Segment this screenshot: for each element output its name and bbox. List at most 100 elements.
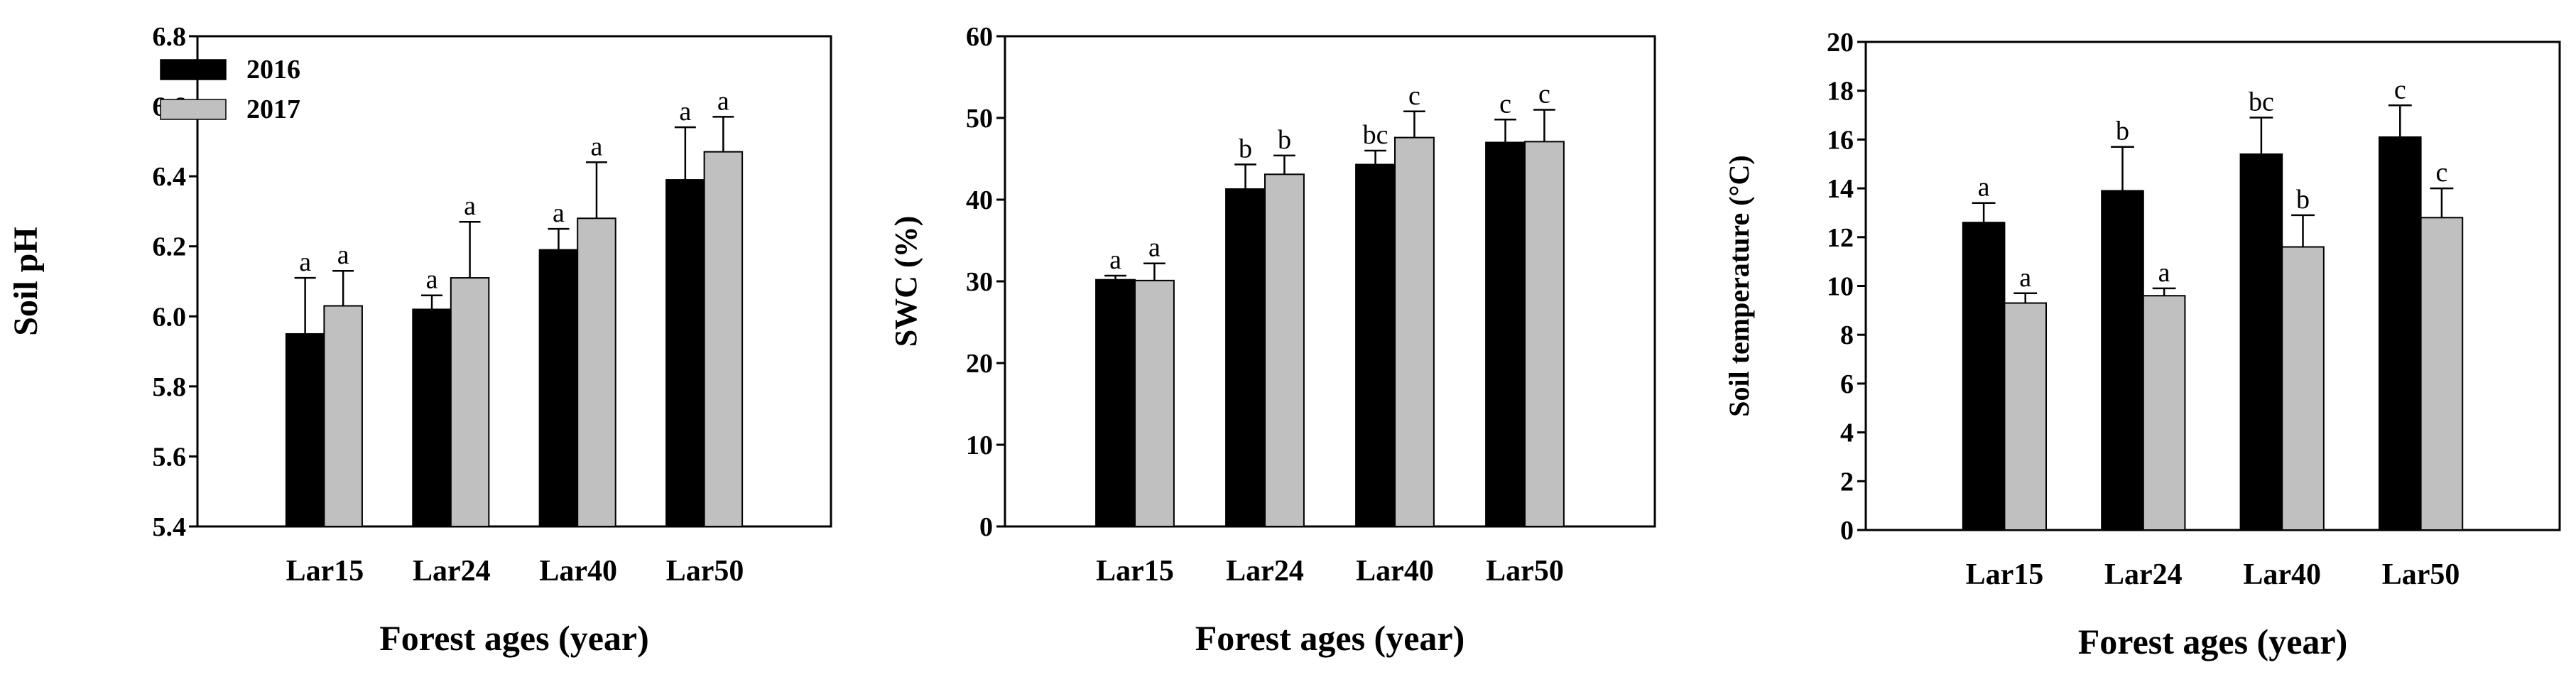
y-tick-label: 10 xyxy=(1827,272,1854,302)
y-tick-label: 8 xyxy=(1840,320,1854,350)
significance-label: bc xyxy=(1363,120,1388,150)
y-tick-label: 18 xyxy=(1827,77,1854,107)
y-tick-label: 0 xyxy=(1840,516,1854,546)
bar-2016-Lar50 xyxy=(665,179,705,527)
x-tick-label: Lar15 xyxy=(1096,555,1174,588)
significance-label: c xyxy=(2435,158,2447,188)
y-tick-label: 0 xyxy=(979,512,993,542)
significance-label: c xyxy=(1408,81,1420,111)
bar-2017-Lar24 xyxy=(450,277,490,527)
bar-2016-Lar40 xyxy=(538,249,579,527)
y-axis-label: SWC (%) xyxy=(888,216,923,347)
bar-2016-Lar24 xyxy=(412,308,452,527)
bar-2016-Lar15 xyxy=(1962,222,2006,531)
bar-2017-Lar40 xyxy=(577,217,616,527)
x-tick-label: Lar24 xyxy=(1226,555,1304,588)
bar-2017-Lar50 xyxy=(1524,141,1565,528)
bar-2016-Lar15 xyxy=(1095,279,1136,527)
significance-label: a xyxy=(553,198,565,228)
y-tick-label: 50 xyxy=(966,104,993,134)
significance-label: a xyxy=(337,240,349,270)
significance-label: a xyxy=(1148,233,1161,263)
y-tick-label: 6.4 xyxy=(153,162,187,192)
significance-label: a xyxy=(2158,258,2170,288)
y-tick-label: 5.8 xyxy=(153,372,187,402)
y-tick-label: 20 xyxy=(966,349,993,379)
significance-label: c xyxy=(2394,75,2406,104)
y-tick-label: 14 xyxy=(1827,174,1854,204)
x-tick-label: Lar15 xyxy=(286,555,364,588)
bar-2017-Lar15 xyxy=(2004,302,2048,531)
y-tick-label: 40 xyxy=(966,185,993,215)
x-tick-label: Lar24 xyxy=(413,555,491,588)
x-tick-label: Lar40 xyxy=(2243,558,2321,591)
significance-label: a xyxy=(2019,263,2031,293)
legend-label-2017: 2017 xyxy=(246,94,300,124)
bar-2017-Lar15 xyxy=(323,305,363,527)
legend-swatch-2016 xyxy=(160,59,227,80)
bar-2017-Lar40 xyxy=(2281,246,2325,531)
y-tick-label: 10 xyxy=(966,431,993,460)
significance-label: a xyxy=(717,86,729,116)
y-axis-label: Soil temperature (°C) xyxy=(1723,155,1755,417)
significance-label: a xyxy=(679,97,691,126)
y-tick-label: 20 xyxy=(1827,28,1854,58)
bar-2016-Lar24 xyxy=(1225,188,1266,527)
x-axis-label: Forest ages (year) xyxy=(1195,618,1464,658)
y-tick-label: 2 xyxy=(1840,467,1854,497)
y-tick-label: 5.4 xyxy=(153,512,187,542)
legend-swatch-2017 xyxy=(160,99,227,120)
bar-2017-Lar15 xyxy=(1134,279,1175,527)
bar-2016-Lar15 xyxy=(285,333,325,527)
legend-label-2016: 2016 xyxy=(246,55,300,85)
x-axis-label: Forest ages (year) xyxy=(2078,622,2347,661)
significance-label: a xyxy=(1109,245,1121,275)
significance-label: a xyxy=(464,191,476,221)
y-tick-label: 6.8 xyxy=(153,22,187,52)
significance-label: a xyxy=(299,247,311,277)
x-tick-label: Lar40 xyxy=(539,555,617,588)
x-axis-label: Forest ages (year) xyxy=(379,618,648,658)
x-tick-label: Lar24 xyxy=(2104,558,2183,591)
plot-frame xyxy=(196,35,832,528)
chart-3: 0 2 4 6 8 10 12 14 16 18 20 Soil temperature (°C) a a… xyxy=(1723,28,2561,661)
legend: 2016 2017 xyxy=(160,55,300,124)
y-tick-label: 60 xyxy=(966,22,993,52)
significance-label: a xyxy=(1978,173,1990,202)
y-tick-label: 30 xyxy=(966,267,993,297)
x-tick-label: Lar50 xyxy=(2382,558,2460,591)
y-tick-label: 6 xyxy=(1840,369,1854,399)
y-tick-label: 5.6 xyxy=(153,442,187,472)
significance-label: bc xyxy=(2249,87,2274,117)
bar-2017-Lar50 xyxy=(2420,217,2464,531)
significance-label: a xyxy=(426,265,438,295)
x-tick-label: Lar15 xyxy=(1966,558,2044,591)
bar-2016-Lar50 xyxy=(1485,141,1526,527)
bar-2016-Lar40 xyxy=(1355,163,1396,528)
x-tick-label: Lar50 xyxy=(666,555,744,588)
bar-2016-Lar40 xyxy=(2239,153,2283,531)
y-tick-label: 6.2 xyxy=(153,232,187,262)
bar-2017-Lar50 xyxy=(703,151,744,527)
significance-label: b xyxy=(2296,185,2310,215)
significance-label: a xyxy=(591,131,603,161)
x-tick-label: Lar40 xyxy=(1356,555,1434,588)
significance-label: b xyxy=(2116,117,2129,146)
bar-2016-Lar24 xyxy=(2101,190,2144,531)
significance-label: c xyxy=(1499,89,1511,119)
significance-label: b xyxy=(1239,134,1252,164)
significance-label: c xyxy=(1538,80,1550,109)
x-tick-label: Lar50 xyxy=(1486,555,1564,588)
significance-label: b xyxy=(1278,125,1291,155)
bar-2017-Lar40 xyxy=(1394,136,1435,528)
y-tick-label: 12 xyxy=(1827,223,1854,253)
bar-2017-Lar24 xyxy=(1264,173,1305,527)
y-tick-label: 6.0 xyxy=(153,302,187,332)
bar-2016-Lar50 xyxy=(2378,136,2422,531)
y-axis-label: Soil pH xyxy=(7,227,45,335)
y-tick-label: 16 xyxy=(1827,125,1854,155)
bar-2017-Lar24 xyxy=(2142,295,2186,531)
